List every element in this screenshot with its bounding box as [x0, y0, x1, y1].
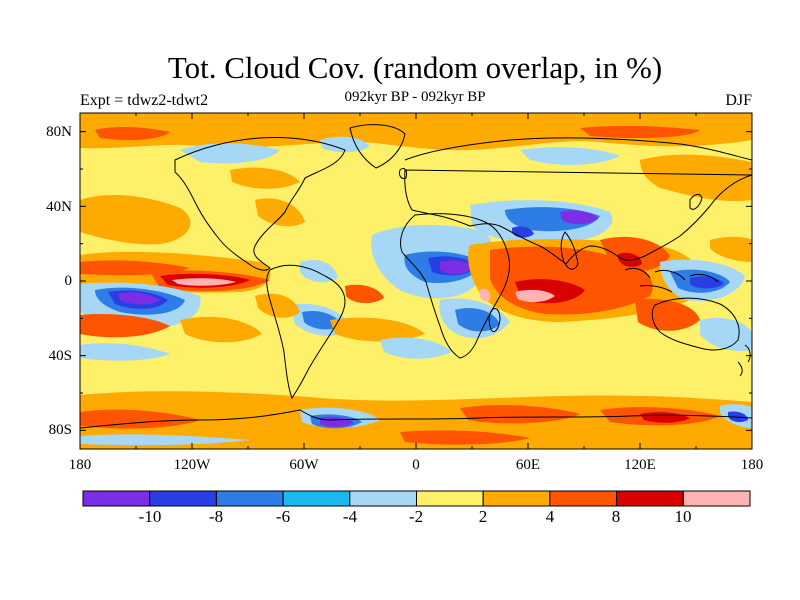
coastline-new-zealand [737, 344, 751, 377]
coastline-india [560, 231, 579, 270]
anomaly-patch [380, 337, 452, 359]
anomaly-patch [710, 236, 752, 262]
anomaly-patch [255, 198, 305, 227]
colorbar-swatch [616, 490, 684, 507]
map-title: Tot. Cloud Cov. (random overlap, in %) [167, 50, 663, 85]
lon-tick-label: 60W [289, 457, 319, 473]
coastline-south-america [266, 264, 346, 400]
anomaly-patch [80, 343, 170, 361]
colorbar-label: 4 [545, 507, 555, 526]
anomaly-patch [80, 113, 752, 151]
colorbar-swatch [349, 490, 417, 507]
map-subtitle: 092kyr BP - 092kyr BP [344, 89, 486, 105]
colorbar [82, 490, 751, 507]
anomaly-patch [80, 434, 250, 446]
experiment-label: Expt = tdwz2-tdwt2 [80, 92, 209, 109]
anomaly-patch [180, 316, 262, 343]
coastline-africa [400, 213, 511, 359]
anomaly-patch [460, 405, 580, 424]
tick-marks [79, 113, 753, 449]
colorbar-label: 10 [674, 507, 692, 526]
anomaly-patch [255, 293, 300, 318]
coastline-madagascar [488, 307, 501, 333]
lon-tick-label: 0 [412, 457, 420, 473]
colorbar-label: -2 [408, 507, 424, 526]
colorbar-swatch [416, 490, 484, 507]
anomaly-patch [455, 307, 500, 332]
anomaly-patch [80, 409, 200, 429]
colorbar-swatch [549, 490, 618, 507]
colorbar-swatch [682, 490, 751, 507]
colorbar-label: -10 [138, 507, 162, 526]
anomaly-patch [95, 126, 170, 140]
season-label: DJF [725, 92, 752, 109]
anomaly-field [80, 113, 752, 449]
anomaly-patch [118, 292, 160, 305]
anomaly-patch [400, 430, 530, 445]
anomaly-patch [600, 236, 670, 272]
lon-tick-label: 60E [515, 457, 541, 473]
anomaly-patch [440, 260, 474, 275]
coastline-antarctica [80, 409, 752, 429]
lon-tick-label: 180 [68, 457, 92, 473]
anomaly-patch [80, 194, 191, 245]
lat-tick-label: 0 [64, 273, 73, 289]
anomaly-patch [515, 289, 555, 303]
anomaly-patch [80, 314, 170, 338]
anomaly-patch [520, 147, 620, 165]
anomaly-patch [230, 167, 300, 189]
anomaly-patch [580, 125, 700, 138]
lon-tick-label: 180 [740, 457, 764, 473]
coastline-greenland [349, 124, 406, 169]
lat-tick-label: 40S [48, 348, 72, 364]
lon-tick-label: 120W [173, 457, 211, 473]
lat-tick-label: 80S [48, 422, 72, 438]
colorbar-swatch [149, 490, 217, 507]
coastline-maritime [624, 267, 719, 293]
coastlines [80, 124, 752, 429]
anomaly-patch [479, 288, 491, 302]
anomaly-patch [300, 259, 338, 283]
colorbar-swatch [82, 490, 151, 507]
coastline-japan [689, 193, 703, 210]
anomaly-patch [172, 278, 236, 286]
coastline-eurasia [404, 137, 752, 265]
colorbar-label: -6 [275, 507, 291, 526]
anomaly-patch [635, 298, 700, 331]
lon-tick-label: 120E [624, 457, 656, 473]
colorbar-label: -8 [208, 507, 224, 526]
colorbar-label: -4 [342, 507, 358, 526]
anomaly-patch [80, 391, 752, 449]
anomaly-patch [640, 154, 752, 202]
colorbar-label: 2 [478, 507, 488, 526]
colorbar-swatch [215, 490, 284, 507]
coastline-australia [651, 297, 740, 351]
anomaly-patch [700, 317, 752, 352]
anomaly-patch [330, 317, 425, 342]
colorbar-swatch [482, 490, 551, 507]
lat-tick-label: 40N [46, 199, 72, 215]
lat-tick-label: 80N [46, 124, 72, 140]
anomaly-patch [345, 284, 384, 304]
anomaly-patch [560, 210, 598, 225]
colorbar-swatch [282, 490, 351, 507]
colorbar-label: 8 [611, 507, 621, 526]
coastline-north-america [174, 137, 346, 271]
coastline-britain [399, 167, 407, 179]
